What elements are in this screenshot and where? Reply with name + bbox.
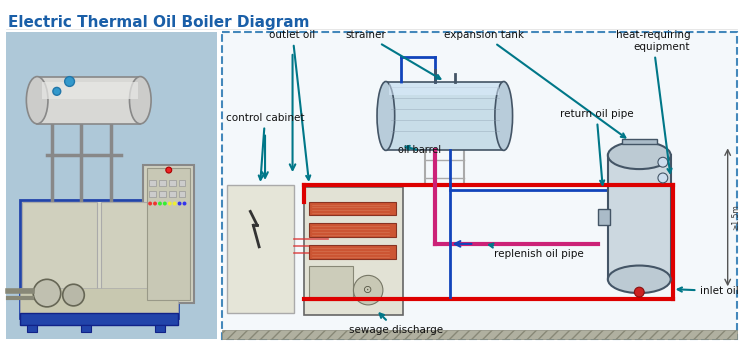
Bar bbox=[388, 84, 499, 95]
Ellipse shape bbox=[608, 141, 670, 169]
Text: sewage discharge: sewage discharge bbox=[349, 314, 442, 335]
Bar bbox=[309, 202, 396, 215]
Bar bbox=[598, 209, 610, 225]
Text: ⊙: ⊙ bbox=[364, 285, 373, 295]
Bar bbox=[159, 191, 166, 197]
Circle shape bbox=[33, 279, 61, 307]
Circle shape bbox=[148, 202, 152, 205]
Text: replenish oil pipe: replenish oil pipe bbox=[489, 244, 584, 259]
Bar bbox=[42, 82, 138, 99]
Bar bbox=[20, 288, 178, 318]
Bar bbox=[169, 191, 176, 197]
Circle shape bbox=[634, 287, 644, 297]
Bar bbox=[222, 329, 736, 340]
Text: inlet oil: inlet oil bbox=[678, 286, 739, 296]
Ellipse shape bbox=[377, 82, 394, 150]
Bar bbox=[27, 324, 38, 332]
Bar bbox=[386, 82, 504, 150]
Bar bbox=[608, 155, 670, 279]
Ellipse shape bbox=[495, 82, 512, 150]
Text: control cabinet: control cabinet bbox=[226, 113, 304, 180]
Bar bbox=[155, 324, 165, 332]
Ellipse shape bbox=[130, 77, 151, 124]
Bar bbox=[178, 191, 185, 197]
Text: oil barrel: oil barrel bbox=[398, 145, 441, 155]
Circle shape bbox=[182, 202, 187, 205]
Bar bbox=[149, 191, 156, 197]
Bar bbox=[143, 165, 194, 303]
Bar bbox=[304, 187, 403, 315]
Bar bbox=[178, 180, 185, 186]
Bar bbox=[6, 32, 217, 340]
Circle shape bbox=[163, 202, 166, 205]
Bar bbox=[169, 180, 176, 186]
Circle shape bbox=[353, 275, 383, 305]
Bar bbox=[81, 324, 92, 332]
Circle shape bbox=[172, 202, 177, 205]
Bar bbox=[149, 180, 156, 186]
Bar bbox=[20, 199, 178, 318]
Bar bbox=[622, 139, 657, 145]
Bar bbox=[22, 202, 97, 316]
Bar bbox=[222, 32, 736, 340]
Text: ≥1.5m: ≥1.5m bbox=[731, 204, 740, 230]
Circle shape bbox=[166, 167, 172, 173]
Circle shape bbox=[658, 173, 668, 183]
Bar bbox=[147, 168, 190, 300]
Circle shape bbox=[64, 77, 74, 86]
Bar bbox=[101, 202, 176, 316]
Ellipse shape bbox=[26, 77, 48, 124]
Circle shape bbox=[153, 202, 157, 205]
Text: outlet oil: outlet oil bbox=[269, 30, 316, 180]
Bar bbox=[226, 185, 293, 313]
Circle shape bbox=[658, 157, 668, 167]
Bar bbox=[309, 266, 353, 300]
Circle shape bbox=[53, 88, 61, 95]
Bar bbox=[20, 313, 178, 324]
Ellipse shape bbox=[608, 266, 670, 293]
Text: Electric Thermal Oil Boiler Diagram: Electric Thermal Oil Boiler Diagram bbox=[8, 15, 309, 30]
Text: strainer: strainer bbox=[346, 30, 440, 79]
Text: heat-requiring
equipment: heat-requiring equipment bbox=[616, 30, 690, 173]
Circle shape bbox=[168, 202, 172, 205]
Circle shape bbox=[158, 202, 162, 205]
Bar bbox=[159, 180, 166, 186]
Bar bbox=[309, 245, 396, 259]
Text: return oil pipe: return oil pipe bbox=[560, 109, 633, 185]
Bar bbox=[38, 77, 140, 124]
Circle shape bbox=[178, 202, 182, 205]
Text: expansion tank: expansion tank bbox=[444, 30, 626, 138]
Bar bbox=[309, 223, 396, 237]
Circle shape bbox=[63, 284, 84, 306]
